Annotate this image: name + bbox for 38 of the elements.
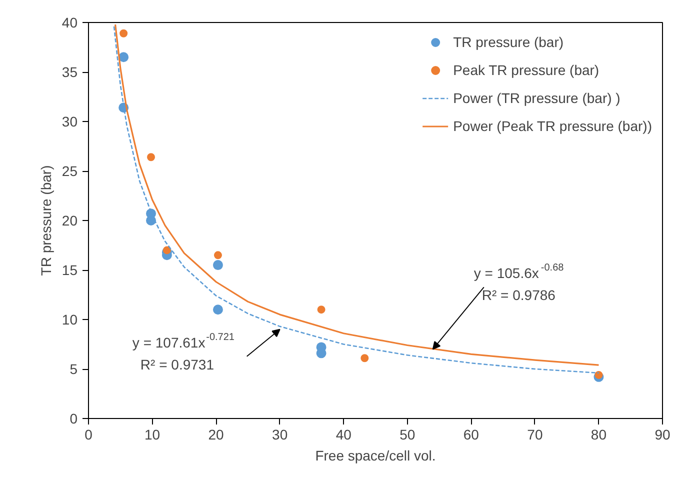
point	[214, 251, 222, 260]
y-tick-label: 5	[70, 361, 78, 377]
x-tick-label: 10	[144, 426, 160, 442]
x-tick-label: 80	[590, 426, 607, 442]
y-axis-title: TR pressure (bar)	[38, 165, 54, 276]
x-tick-label: 40	[336, 426, 352, 442]
point	[162, 246, 171, 254]
legend-label: Power (TR pressure (bar) )	[453, 90, 620, 106]
point	[212, 304, 223, 315]
y-tick-label: 25	[62, 163, 78, 179]
y-tick-label: 10	[62, 312, 78, 328]
x-tick-label: 60	[463, 426, 480, 442]
x-tick-label: 20	[208, 426, 224, 442]
legend-label: Power (Peak TR pressure (bar))	[453, 118, 652, 134]
x-tick-label: 0	[84, 426, 93, 442]
x-tick-label: 90	[654, 426, 670, 442]
point	[146, 216, 156, 226]
annotation: R² = 0.9786	[482, 287, 556, 304]
x-tick-label: 50	[400, 426, 416, 442]
point	[212, 260, 223, 270]
y-tick-label: 15	[62, 262, 78, 278]
x-tick-label: 70	[527, 426, 543, 442]
y-tick-label: 35	[62, 64, 78, 80]
y-tick-label: 0	[70, 410, 78, 426]
point	[118, 52, 129, 62]
point	[317, 306, 326, 314]
y-tick-label: 20	[62, 212, 78, 228]
annotation: R² = 0.9731	[140, 356, 214, 372]
legend-label: Peak TR pressure (bar)	[453, 62, 600, 78]
point	[120, 29, 128, 38]
point	[147, 153, 155, 162]
point	[594, 370, 603, 379]
legend-label: TR pressure (bar)	[453, 34, 564, 50]
y-tick-label: 30	[62, 114, 78, 130]
y-tick-label: 40	[62, 14, 78, 30]
point	[360, 354, 369, 362]
x-axis-title: Free space/cell vol.	[315, 448, 436, 464]
x-tick-label: 30	[272, 426, 288, 442]
